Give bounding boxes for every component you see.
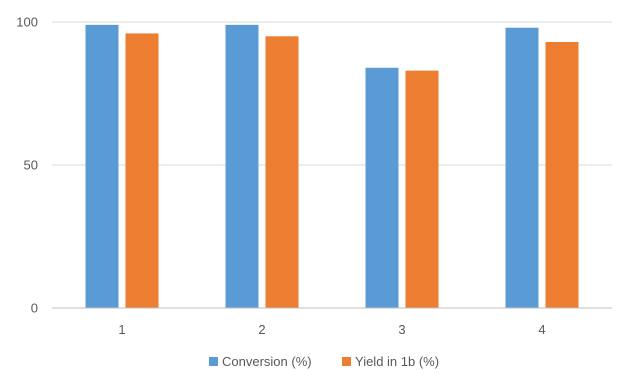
legend-swatch-2	[342, 357, 351, 366]
y-tick-labels: 0 50 100	[16, 15, 38, 316]
legend: Conversion (%) Yield in 1b (%)	[209, 354, 439, 369]
bar-series2-cat-3	[405, 70, 439, 309]
bar-series2-cat-2	[265, 36, 299, 309]
x-tick-label-0: 1	[118, 322, 125, 337]
legend-label-1: Conversion (%)	[222, 354, 312, 369]
bar-series1-cat-2	[225, 24, 259, 309]
y-tick-label-1: 50	[24, 158, 38, 173]
x-tick-label-2: 3	[398, 322, 405, 337]
y-tick-label-0: 0	[31, 301, 38, 316]
x-tick-label-1: 2	[258, 322, 265, 337]
bars	[85, 24, 579, 309]
bar-series1-cat-1	[85, 24, 119, 309]
bar-series2-cat-4	[545, 42, 579, 309]
legend-label-2: Yield in 1b (%)	[355, 354, 439, 369]
bar-series1-cat-4	[505, 27, 539, 308]
x-tick-labels: 1 2 3 4	[118, 322, 545, 337]
y-tick-label-2: 100	[16, 15, 38, 30]
bar-series1-cat-3	[365, 67, 399, 308]
legend-swatch-1	[209, 357, 218, 366]
bar-series2-cat-1	[125, 33, 159, 308]
x-tick-label-3: 4	[538, 322, 545, 337]
